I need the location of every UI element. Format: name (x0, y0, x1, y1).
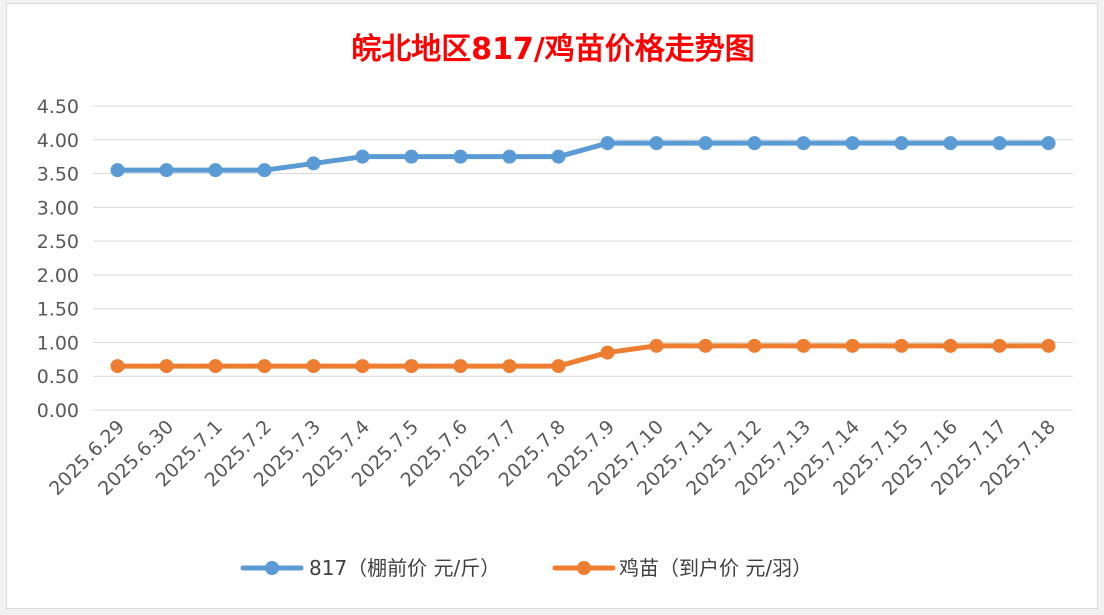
data-point (453, 149, 468, 164)
data-point (159, 163, 174, 178)
y-tick-label: 2.50 (37, 231, 79, 253)
series-2 (110, 338, 1056, 374)
data-point (355, 359, 370, 374)
series-1 (110, 136, 1056, 178)
data-point (649, 136, 664, 151)
legend-item: 鸡苗（到户价 元/羽） (552, 556, 812, 580)
data-point (747, 136, 762, 151)
data-point (110, 359, 125, 374)
data-point (1041, 136, 1056, 151)
data-point (404, 359, 419, 374)
legend-item: 817（棚前价 元/斤） (240, 556, 500, 580)
data-point (992, 136, 1007, 151)
data-point (159, 359, 174, 374)
y-tick-label: 2.00 (37, 265, 79, 287)
legend-label: 鸡苗（到户价 元/羽） (619, 556, 812, 580)
y-tick-label: 4.50 (37, 96, 79, 118)
y-tick-label: 0.50 (37, 366, 79, 388)
data-point (845, 338, 860, 353)
y-axis-ticks: 0.00 0.50 1.00 1.50 2.00 2.50 3.00 3.50 4.00 4.50 (37, 96, 79, 422)
data-point (894, 338, 909, 353)
data-point (502, 149, 517, 164)
data-point (796, 136, 811, 151)
legend: 817（棚前价 元/斤） 鸡苗（到户价 元/羽） (240, 556, 812, 580)
data-point (208, 359, 223, 374)
gridlines (93, 105, 1073, 411)
data-point (502, 359, 517, 374)
legend-marker (577, 561, 591, 575)
chart-title: 皖北地区817/鸡苗价格走势图 (351, 32, 755, 67)
data-point (943, 136, 958, 151)
y-tick-label: 4.00 (37, 130, 79, 152)
chart-frame: 皖北地区817/鸡苗价格走势图 0.00 0.50 1.00 1.50 2.00 2.50… (6, 3, 1098, 609)
series-lines (110, 136, 1056, 374)
data-point (600, 136, 615, 151)
y-tick-label: 1.00 (37, 332, 79, 354)
y-tick-label: 1.50 (37, 299, 79, 321)
data-point (894, 136, 909, 151)
y-tick-label: 3.50 (37, 164, 79, 186)
data-point (747, 338, 762, 353)
data-point (355, 149, 370, 164)
series-line (115, 140, 1051, 173)
data-point (649, 338, 664, 353)
data-point (306, 359, 321, 374)
data-point (404, 149, 419, 164)
data-point (110, 163, 125, 178)
data-point (698, 136, 713, 151)
data-point (600, 345, 615, 360)
data-point (698, 338, 713, 353)
series-line (115, 343, 1051, 369)
legend-label: 817（棚前价 元/斤） (309, 556, 500, 580)
y-tick-label: 3.00 (37, 197, 79, 219)
data-point (208, 163, 223, 178)
line-chart: 皖北地区817/鸡苗价格走势图 0.00 0.50 1.00 1.50 2.00 2.50… (37, 32, 1073, 580)
data-point (796, 338, 811, 353)
data-point (1041, 338, 1056, 353)
data-point (551, 359, 566, 374)
data-point (992, 338, 1007, 353)
data-point (845, 136, 860, 151)
y-tick-label: 0.00 (37, 400, 79, 422)
data-point (306, 156, 321, 171)
data-point (257, 359, 272, 374)
legend-marker (265, 561, 279, 575)
data-point (257, 163, 272, 178)
x-axis-ticks: 2025.6.292025.6.302025.7.12025.7.22025.7… (45, 416, 1060, 500)
data-point (453, 359, 468, 374)
data-point (551, 149, 566, 164)
data-point (943, 338, 958, 353)
